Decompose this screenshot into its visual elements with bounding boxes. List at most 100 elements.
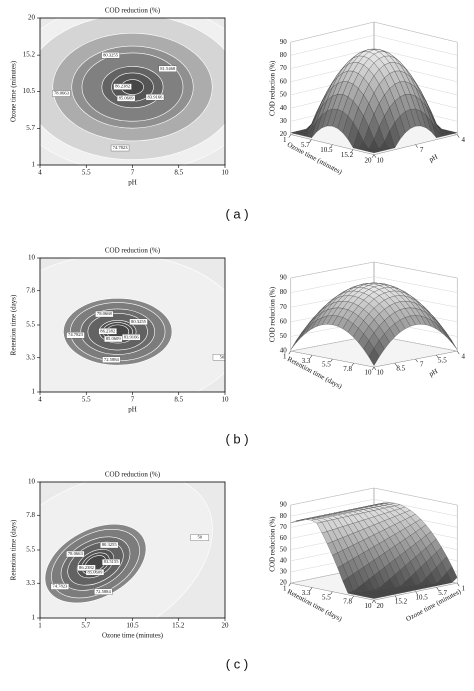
contour-label: 50 [220,354,225,359]
x-axis-label: pH [428,153,439,164]
z-tick-label: 50 [280,545,288,553]
y-tick-label: 5.5 [26,546,35,554]
x-axis-label: pH [428,367,439,378]
x-tick-label: 8.5 [174,169,183,177]
x-tick-label: 7 [420,146,424,154]
x-tick [457,135,459,138]
z-grid-line [291,22,374,42]
y-tick-label: 5.5 [322,593,331,601]
x-tick-label: 1 [461,585,465,593]
panel-caption: ( a ) [225,206,248,221]
x-tick-label: 4 [461,136,465,144]
y-tick [372,600,374,603]
y-axis-label: Retention time (days) [10,294,18,355]
contour-label: 85.0609 [106,336,122,341]
z-tick-label: 30 [280,117,288,125]
y-tick-label: 1 [283,136,287,144]
y-tick-label: 7.8 [26,286,35,294]
chart-title: COD reduction (%) [105,247,161,255]
y-tick-label: 7.8 [343,365,352,373]
x-tick-label: 10 [377,369,385,377]
x-tick-label: 15.2 [172,622,185,630]
z-tick-label: 90 [280,501,288,509]
surface-patch [296,329,306,343]
x-tick-label: 5.7 [81,622,90,630]
y-tick-label: 10 [365,369,373,377]
z-axis-label: COD reduction (%) [268,516,276,572]
z-grid-line [374,22,457,42]
contour-label: 83.9166 [124,334,140,339]
contour-area: 50 72.5884 74.7823 78.0668 80.3255 83.916685.… [0,254,244,409]
x-tick-label: 10.5 [415,593,428,601]
surface-patch [447,334,457,349]
contour-label: 83.5155 [104,559,120,564]
y-tick-label: 3.3 [26,579,35,587]
z-tick-label: 50 [280,91,288,99]
x-tick [416,145,418,148]
x-tick-label: 15.2 [395,597,408,605]
z-tick-label: 80 [280,51,288,59]
x-tick-label: 10.5 [126,622,139,630]
contour-label: 80.3255 [131,319,147,324]
surface-patch [291,520,301,523]
panel-caption: ( b ) [225,431,248,446]
contour-label: 80.3255 [102,542,118,547]
x-tick-label: 20 [222,622,230,630]
x-tick [457,583,459,586]
y-axis-label: Retention time (days) [10,519,18,580]
contour-label-box [228,112,246,118]
z-tick-label: 60 [280,317,288,325]
z-tick-label: 90 [280,274,288,282]
y-tick [372,155,374,158]
y-axis-label: Ozone time (minutes) [10,60,18,122]
y-tick-label: 5.5 [322,361,331,369]
x-tick-label: 7 [131,396,135,404]
x-tick-label: 5.5 [82,396,91,404]
z-tick-label: 30 [280,568,288,576]
chart-title: COD reduction (%) [105,471,161,479]
contour-label: 74.7823 [68,332,84,337]
x-tick-label: 4 [38,396,42,404]
y-tick [289,135,291,138]
contour-label: 86.2382 [79,565,95,570]
contour-label: 50 [197,535,202,540]
x-tick-label: 8.5 [174,396,183,404]
contour-label: 72.5884 [229,112,245,117]
z-grid-line [291,262,374,278]
x-axis-label: Ozone time (minutes) [102,632,164,640]
x-tick-label: 7 [420,361,424,369]
panel-caption: ( c ) [226,656,248,671]
y-tick-label: 1 [32,388,36,396]
y-tick-label: 10 [365,602,373,610]
x-tick-label: 10 [377,156,385,164]
surface-patch [436,324,446,337]
z-grid-line [374,488,457,505]
contour-label: 72.5884 [96,589,112,594]
z-tick-label: 80 [280,288,288,296]
contour-label: 80.3255 [103,52,119,57]
x-tick-label: 10 [222,169,230,177]
y-axis-label: Ozone time (minutes) [286,140,344,176]
z-tick-label: 80 [280,512,288,520]
x-tick-label: 10 [222,396,230,404]
x-tick-label: 8.5 [396,365,405,373]
surface-patch [301,324,311,337]
y-tick-label: 1 [32,614,36,622]
x-tick [416,359,418,362]
chart-title: COD reduction (%) [105,7,161,15]
x-axis-label: pH [128,179,137,187]
x-axis-label: pH [128,406,137,414]
y-tick-label: 10.5 [320,146,333,154]
z-tick-label: 70 [280,64,288,72]
x-tick-label: 20 [377,602,385,610]
surface-patch [442,329,452,343]
contour-label: 78.0668 [97,311,113,316]
z-grid-line [291,488,374,505]
z-tick-label: 40 [280,556,288,564]
contour-label: 83.9166 [148,94,164,99]
z-axis-label: COD reduction (%) [268,286,276,342]
y-tick-label: 10.5 [23,87,36,95]
y-tick-label: 7.8 [343,598,352,606]
contour-label: 72.5884 [104,357,120,362]
